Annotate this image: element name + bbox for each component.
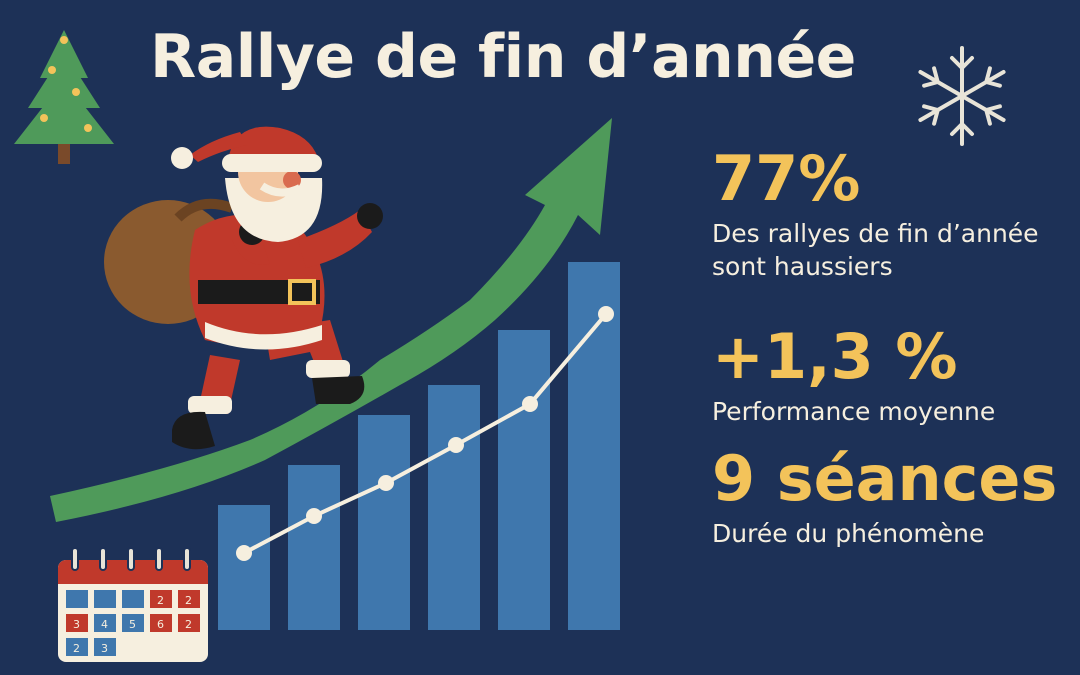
trend-line-graphic [236,306,614,561]
christmas-tree-icon [14,30,114,164]
stat-value: 9 séances [712,442,1058,515]
calendar-day: 3 [73,618,80,631]
calendar-day: 2 [73,642,80,655]
calendar-day: 5 [129,618,136,631]
bar-chart-graphic [218,262,620,630]
calendar-day: 2 [157,594,164,607]
bar [498,330,550,630]
stat-value: +1,3 % [712,320,958,393]
calendar-day: 2 [185,618,192,631]
page-title: Rallye de fin d’année [150,22,856,92]
calendar-day: 6 [157,618,164,631]
bar [358,415,410,630]
calendar-day: 4 [101,618,108,631]
stat-block-performance: +1,3 % Performance moyenne [712,326,1067,429]
stat-label: Performance moyenne [712,397,996,426]
bar [568,262,620,630]
stat-block-duration: 9 séances Durée du phénomène [712,448,1067,551]
calendar-day: 3 [101,642,108,655]
bar [428,385,480,630]
calendar-icon: 2 2 3 4 5 6 2 2 3 [58,547,208,662]
bar [288,465,340,630]
santa-illustration [104,126,383,450]
bar [218,505,270,630]
calendar-day: 2 [185,594,192,607]
stat-label: Durée du phénomène [712,519,985,548]
snowflake-icon [918,46,1006,146]
stat-label: Des rallyes de fin d’année sont haussier… [712,219,1039,281]
stat-value: 77% [712,142,861,215]
stat-block-bullish: 77% Des rallyes de fin d’année sont haus… [712,148,1067,283]
